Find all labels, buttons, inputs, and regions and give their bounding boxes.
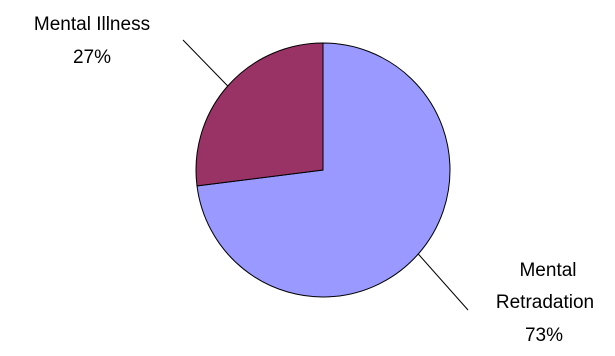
leader-line-mental-illness bbox=[182, 39, 229, 87]
slice-label-line1-mental-retradation: Mental bbox=[519, 260, 576, 281]
slice-percent-mental-illness: 27% bbox=[73, 47, 111, 68]
slice-percent-mental-retradation: 73% bbox=[525, 325, 563, 346]
pie-slice-mental-illness bbox=[195, 42, 324, 187]
slice-label-line2-mental-retradation: Retradation bbox=[496, 292, 594, 313]
pie-slices bbox=[195, 42, 451, 298]
slice-label-line1-mental-illness: Mental Illness bbox=[34, 14, 150, 35]
leader-line-mental-retradation bbox=[417, 253, 469, 311]
